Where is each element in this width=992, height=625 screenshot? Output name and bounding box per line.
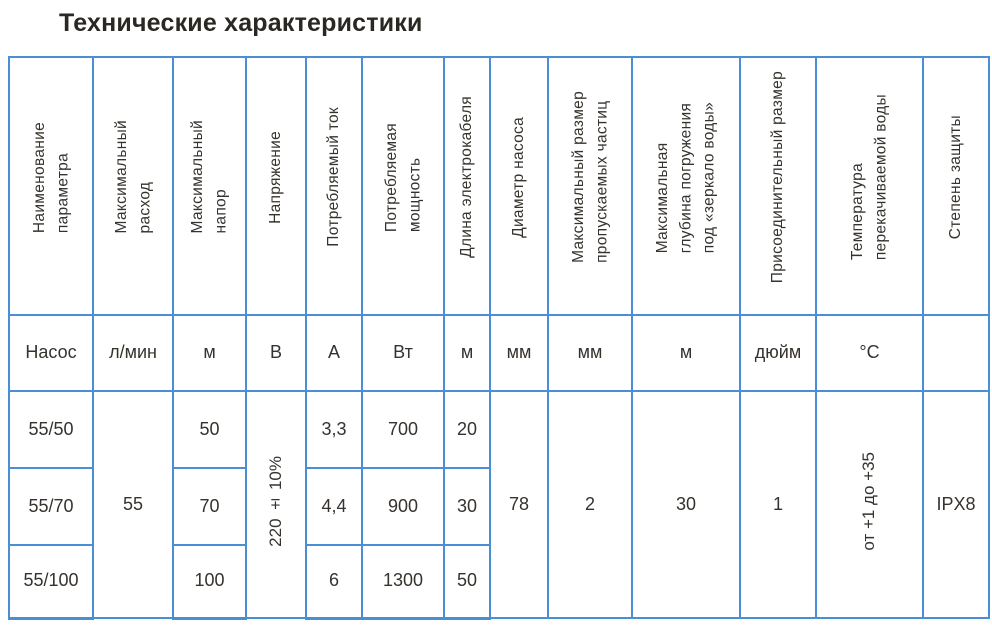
unit-cable-length: м	[443, 314, 491, 392]
power-cell: 1300	[361, 544, 445, 620]
table-row-55-50: 55/50 55 50 220 ± 10% 3,3 700 20 78 2 30…	[8, 390, 990, 619]
max-head-cell: 70	[172, 467, 247, 546]
specifications-table: Наименование параметра Максимальный расх…	[8, 56, 990, 620]
water-temperature-cell: от +1 до +35	[815, 390, 924, 619]
unit-max-head: м	[172, 314, 247, 392]
voltage-value: 220 ± 10%	[265, 456, 285, 548]
col-header-power: Потребляемая мощность	[361, 56, 445, 316]
col-header-water-temperature: Температура перекачиваемой воды	[815, 56, 924, 316]
current-cell: 6	[305, 544, 363, 620]
unit-power: Вт	[361, 314, 445, 392]
pump-diameter-cell: 78	[489, 390, 549, 619]
cable-length-cell: 50	[443, 544, 491, 620]
col-header-current-label: Потребляемый ток	[325, 107, 343, 248]
col-header-parameter-name-label: Наименование параметра	[30, 121, 71, 233]
col-header-connection-size: Присоединительный размер	[739, 56, 817, 316]
immersion-depth-cell: 30	[631, 390, 741, 619]
max-flow-cell: 55	[92, 390, 174, 619]
unit-water-temperature: °C	[815, 314, 924, 392]
col-header-water-temperature-label: Температура перекачиваемой воды	[849, 94, 890, 261]
pump-model-cell: 55/70	[8, 467, 94, 546]
col-header-cable-length: Длина электрокабеля	[443, 56, 491, 316]
unit-max-flow: л/мин	[92, 314, 174, 392]
unit-particle-size: мм	[547, 314, 633, 392]
power-cell: 900	[361, 467, 445, 546]
col-header-power-label: Потребляемая мощность	[382, 122, 423, 232]
cable-length-cell: 30	[443, 467, 491, 546]
col-header-max-flow: Максимальный расход	[92, 56, 174, 316]
col-header-parameter-name: Наименование параметра	[8, 56, 94, 316]
col-header-max-head: Максимальный напор	[172, 56, 247, 316]
pump-model-cell: 55/50	[8, 390, 94, 469]
col-header-immersion-depth: Максимальная глубина погружения под «зер…	[631, 56, 741, 316]
unit-immersion-depth: м	[631, 314, 741, 392]
page-title: Технические характеристики	[59, 9, 423, 37]
col-header-particle-size-label: Максимальный размер пропускаемых частиц	[569, 91, 610, 264]
unit-pump-diameter: мм	[489, 314, 549, 392]
col-header-particle-size: Максимальный размер пропускаемых частиц	[547, 56, 633, 316]
protection-class-cell: IPX8	[922, 390, 990, 619]
max-head-cell: 100	[172, 544, 247, 620]
unit-voltage: В	[245, 314, 307, 392]
water-temperature-value: от +1 до +35	[859, 452, 879, 552]
col-header-protection-class-label: Степень защиты	[947, 115, 965, 240]
table-row-55-100: 55/100 100 6 1300 50	[8, 544, 989, 620]
col-header-immersion-depth-label: Максимальная глубина погружения под «зер…	[654, 101, 718, 253]
pump-model-cell: 55/100	[8, 544, 94, 620]
current-cell: 4,4	[305, 467, 363, 546]
unit-connection-size: дюйм	[739, 314, 817, 392]
header-row: Наименование параметра Максимальный расх…	[8, 56, 990, 316]
col-header-cable-length-label: Длина электрокабеля	[458, 96, 476, 259]
voltage-cell: 220 ± 10%	[245, 390, 307, 619]
units-row: Насос л/мин м В А Вт м мм мм м дюйм °C	[8, 314, 990, 392]
col-header-max-flow-label: Максимальный расход	[112, 120, 153, 234]
current-cell: 3,3	[305, 390, 363, 469]
col-header-connection-size-label: Присоединительный размер	[769, 71, 787, 284]
cable-length-cell: 20	[443, 390, 491, 469]
particle-size-cell: 2	[547, 390, 633, 619]
col-header-pump-diameter: Диаметр насоса	[489, 56, 549, 316]
connection-size-cell: 1	[739, 390, 817, 619]
col-header-max-head-label: Максимальный напор	[189, 120, 230, 234]
col-header-current: Потребляемый ток	[305, 56, 363, 316]
unit-pump: Насос	[8, 314, 94, 392]
col-header-voltage-label: Напряжение	[267, 130, 285, 224]
max-head-cell: 50	[172, 390, 247, 469]
col-header-protection-class: Степень защиты	[922, 56, 990, 316]
unit-protection-class	[922, 314, 990, 392]
table-row-55-70: 55/70 70 4,4 900 30	[8, 467, 989, 546]
col-header-voltage: Напряжение	[245, 56, 307, 316]
col-header-pump-diameter-label: Диаметр насоса	[510, 116, 528, 238]
unit-current: А	[305, 314, 363, 392]
power-cell: 700	[361, 390, 445, 469]
